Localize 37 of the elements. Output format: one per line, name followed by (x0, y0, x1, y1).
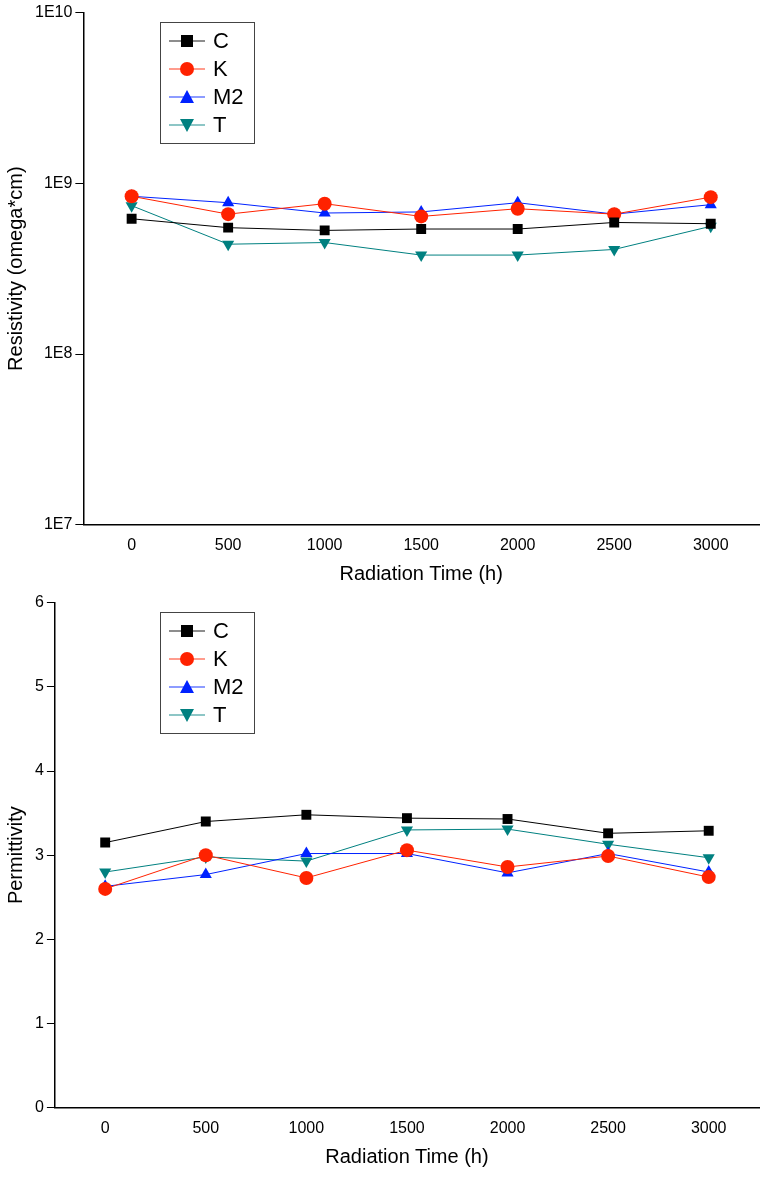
x-tick-label: 2500 (590, 1118, 627, 1136)
legend-label: T (213, 112, 227, 138)
y-tick-label: 5 (34, 677, 44, 695)
x-axis-title: Radiation Time (h) (325, 1144, 489, 1167)
x-tick-label: 500 (192, 1118, 220, 1136)
legend-label: T (213, 702, 227, 728)
y-tick-label: 1 (34, 1014, 44, 1032)
y-axis-title: Permittivity (3, 806, 26, 905)
x-tick-label: 3000 (690, 1118, 727, 1136)
x-tick-label: 500 (214, 535, 242, 553)
x-tick-label: 0 (100, 1118, 110, 1136)
y-axis-title: Resistivity (omega*cm) (3, 166, 26, 371)
legend-label: C (213, 28, 229, 54)
y-tick-label: 4 (34, 761, 44, 779)
x-tick-label: 1000 (288, 1118, 325, 1136)
legend-label: C (213, 618, 229, 644)
x-tick-label: 2000 (489, 1118, 526, 1136)
x-tick-label: 1500 (403, 535, 440, 553)
y-tick-label: 1E7 (43, 515, 73, 533)
x-tick-label: 3000 (692, 535, 729, 553)
legend-label: M2 (213, 674, 244, 700)
legend-label: K (213, 56, 228, 82)
y-tick-label: 1E9 (43, 173, 73, 191)
x-axis-title: Radiation Time (h) (339, 561, 503, 584)
x-tick-label: 2500 (596, 535, 633, 553)
y-tick-label: 1E8 (43, 344, 73, 362)
y-tick-label: 6 (34, 593, 44, 611)
y-tick-label: 0 (34, 1098, 44, 1116)
x-tick-label: 1500 (389, 1118, 425, 1136)
x-tick-label: 1000 (306, 535, 343, 553)
legend-label: M2 (213, 84, 244, 110)
x-tick-label: 2000 (499, 535, 536, 553)
x-tick-label: 0 (127, 535, 137, 553)
y-tick-label: 1E10 (34, 3, 73, 21)
y-tick-label: 3 (34, 845, 44, 863)
y-tick-label: 2 (34, 929, 44, 947)
legend-label: K (213, 646, 228, 672)
